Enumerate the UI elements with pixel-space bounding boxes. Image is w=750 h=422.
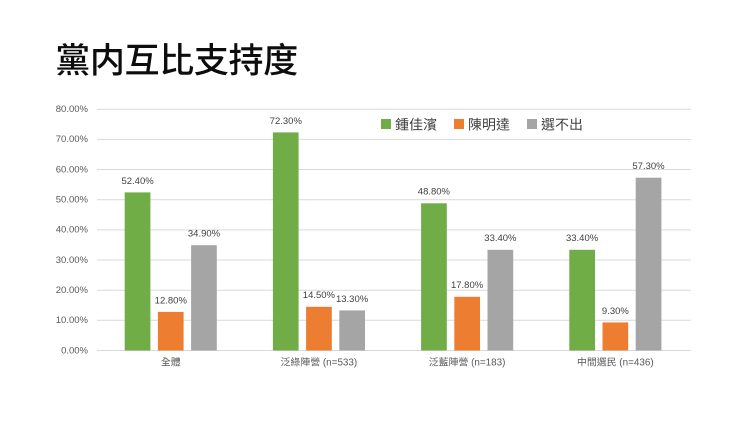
svg-text:33.40%: 33.40% — [484, 233, 517, 244]
svg-text:10.00%: 10.00% — [56, 315, 89, 326]
svg-text:70.00%: 70.00% — [56, 134, 89, 145]
svg-text:13.30%: 13.30% — [336, 294, 369, 305]
svg-text:(n=533): (n=533) — [323, 358, 357, 369]
svg-text:9.30%: 9.30% — [602, 306, 629, 317]
svg-text:17.80%: 17.80% — [451, 280, 484, 291]
svg-text:60.00%: 60.00% — [56, 164, 89, 175]
svg-text:33.40%: 33.40% — [566, 233, 599, 244]
svg-text:0.00%: 0.00% — [61, 345, 88, 356]
svg-text:(n=436): (n=436) — [619, 358, 653, 369]
svg-text:14.50%: 14.50% — [303, 290, 336, 301]
svg-text:(n=183): (n=183) — [471, 358, 505, 369]
svg-text:52.40%: 52.40% — [121, 176, 154, 187]
svg-text:50.00%: 50.00% — [56, 195, 89, 206]
svg-text:80.00%: 80.00% — [56, 104, 89, 115]
svg-text:48.80%: 48.80% — [418, 187, 451, 198]
svg-text:20.00%: 20.00% — [56, 285, 89, 296]
svg-text:34.90%: 34.90% — [188, 229, 221, 240]
svg-text:57.30%: 57.30% — [632, 161, 665, 172]
svg-text:40.00%: 40.00% — [56, 225, 89, 236]
svg-text:30.00%: 30.00% — [56, 255, 89, 266]
svg-text:72.30%: 72.30% — [270, 116, 303, 127]
svg-text:12.80%: 12.80% — [155, 295, 188, 306]
